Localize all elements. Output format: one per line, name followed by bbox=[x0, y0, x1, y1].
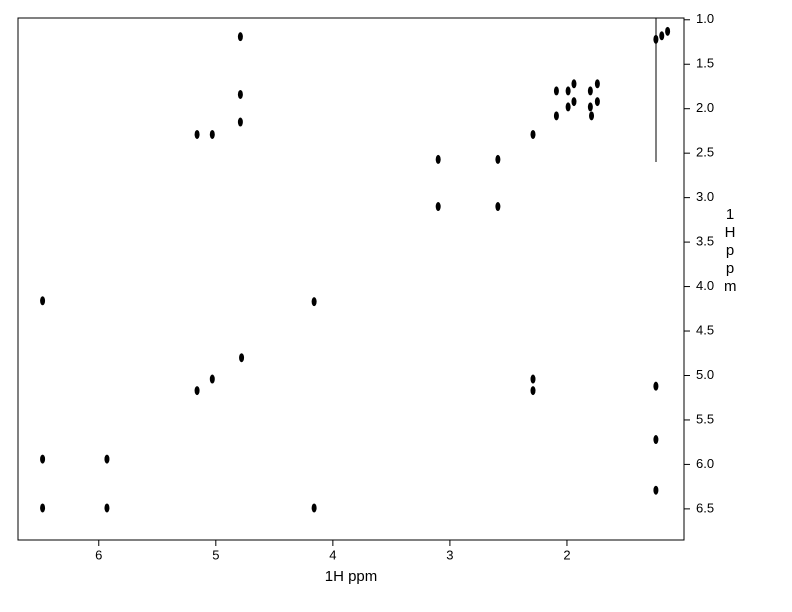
cross-peak bbox=[571, 97, 577, 107]
cross-peak bbox=[653, 485, 659, 495]
cross-peak bbox=[653, 34, 659, 44]
x-tick-label: 6 bbox=[95, 547, 102, 562]
y-tick-label: 3.0 bbox=[696, 189, 714, 204]
cross-peak bbox=[495, 154, 501, 164]
y-tick-label: 3.5 bbox=[696, 234, 714, 249]
y-tick-label: 2.0 bbox=[696, 100, 714, 115]
cross-peak bbox=[435, 154, 441, 164]
y-tick-label: 1.0 bbox=[696, 11, 714, 26]
cross-peak bbox=[565, 86, 571, 96]
y-tick-label: 6.5 bbox=[696, 500, 714, 515]
y-tick-label: 5.0 bbox=[696, 367, 714, 382]
cross-peak bbox=[659, 31, 665, 41]
cross-peak bbox=[40, 296, 46, 306]
cross-peak bbox=[495, 202, 501, 212]
cross-peak bbox=[194, 129, 200, 139]
x-tick-label: 4 bbox=[329, 547, 336, 562]
x-axis-label: 1H ppm bbox=[325, 568, 378, 585]
cross-peak bbox=[311, 297, 317, 307]
cross-peak bbox=[237, 117, 243, 127]
y-tick-label: 6.0 bbox=[696, 456, 714, 471]
y-tick-label: 2.5 bbox=[696, 145, 714, 160]
x-tick-label: 3 bbox=[446, 547, 453, 562]
cross-peak bbox=[104, 503, 110, 513]
cross-peak bbox=[237, 89, 243, 99]
cross-peak bbox=[530, 386, 536, 396]
cross-peak bbox=[209, 129, 215, 139]
cross-peak bbox=[530, 129, 536, 139]
y-axis-label: 1H ppm bbox=[724, 206, 737, 295]
cross-peak bbox=[194, 386, 200, 396]
x-tick-label: 2 bbox=[563, 547, 570, 562]
y-tick-label: 5.5 bbox=[696, 411, 714, 426]
cross-peak bbox=[553, 86, 559, 96]
cross-peak bbox=[653, 381, 659, 391]
cross-peak bbox=[40, 454, 46, 464]
cross-peak bbox=[653, 435, 659, 445]
cross-peak bbox=[239, 353, 245, 363]
cross-peak bbox=[571, 79, 577, 89]
y-tick-label: 4.0 bbox=[696, 278, 714, 293]
cross-peak bbox=[237, 32, 243, 42]
y-tick-label: 4.5 bbox=[696, 322, 714, 337]
cross-peak bbox=[587, 102, 593, 112]
cross-peak bbox=[594, 97, 600, 107]
cross-peak bbox=[40, 503, 46, 513]
cross-peak bbox=[589, 111, 595, 121]
cross-peak bbox=[553, 111, 559, 121]
cross-peak bbox=[530, 374, 536, 384]
cross-peak bbox=[665, 26, 671, 36]
cross-peak bbox=[104, 454, 110, 464]
x-tick-label: 5 bbox=[212, 547, 219, 562]
cross-peak bbox=[587, 86, 593, 96]
cross-peak bbox=[594, 79, 600, 89]
cross-peak bbox=[565, 102, 571, 112]
y-tick-label: 1.5 bbox=[696, 56, 714, 71]
cross-peak bbox=[435, 202, 441, 212]
plot-frame bbox=[17, 17, 685, 541]
cross-peak bbox=[209, 374, 215, 384]
cross-peak bbox=[311, 503, 317, 513]
